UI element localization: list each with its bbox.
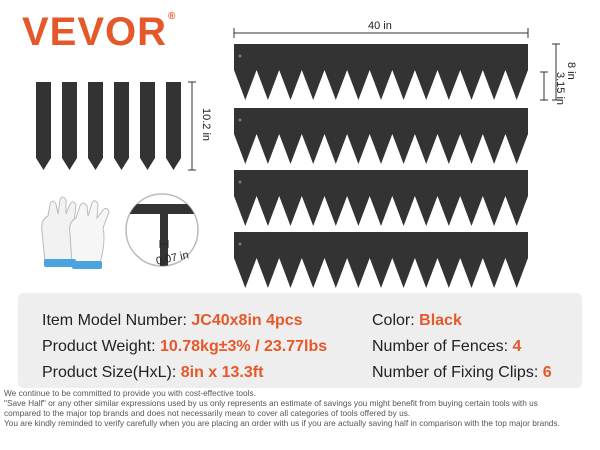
spec-fences: Number of Fences: 4 [372,338,521,356]
spec-color: Color: Black [372,312,462,330]
spec-fences-label: Number of Fences: [372,338,509,355]
spec-model-value: JC40x8in 4pcs [191,312,303,329]
stake [36,82,51,170]
stake [140,82,155,170]
disclaimer-line: You are kindly reminded to verify carefu… [4,418,560,428]
fence-hole [238,54,242,58]
registered-mark: ® [168,11,177,22]
length-label: 40 in [368,20,392,32]
fence-hole [238,180,242,184]
stake [166,82,181,170]
spec-clips-value: 6 [542,364,552,381]
spec-model: Item Model Number: JC40x8in 4pcs [42,312,303,330]
spec-weight-value: 10.78kg±3% / 23.77lbs [160,338,328,355]
product-illustration [36,28,560,288]
spec-panel [18,293,582,388]
disclaimer-line: We continue to be committed to provide y… [4,388,256,398]
stake [88,82,103,170]
spec-clips: Number of Fixing Clips: 6 [372,364,552,382]
thickness-detail [125,193,199,267]
disclaimer: We continue to be committed to provide y… [4,388,596,428]
spec-size: Product Size(HxL): 8in x 13.3ft [42,364,263,382]
stake-length-label: 10.2 in [200,108,212,142]
fence-panel [234,232,528,288]
stake [114,82,129,170]
disclaimer-line: compared to the major top brands and doe… [4,408,411,418]
fence-panel [234,108,528,164]
gloves-image [41,196,110,269]
stake [62,82,77,170]
spec-color-value: Black [419,312,462,329]
spec-clips-label: Number of Fixing Clips: [372,364,539,381]
spike-height-label: 3.15 in [554,72,566,106]
spec-size-label: Product Size(HxL): [42,364,177,381]
spec-color-label: Color: [372,312,415,329]
fixing-stakes [36,82,181,170]
spec-fences-value: 4 [512,338,522,355]
spec-weight-label: Product Weight: [42,338,156,355]
disclaimer-line: "Save Half" or any other similar express… [4,398,538,408]
spec-weight: Product Weight: 10.78kg±3% / 23.77lbs [42,338,327,356]
brand-name: VEVOR [22,10,168,54]
fence-hole [238,118,242,122]
spec-size-value: 8in x 13.3ft [180,364,264,381]
fence-panel [234,44,528,100]
brand-logo: VEVOR® [22,10,177,54]
height-label: 8 in [565,62,577,80]
spec-model-label: Item Model Number: [42,312,187,329]
fence-hole [238,242,242,246]
fence-panel [234,170,528,226]
